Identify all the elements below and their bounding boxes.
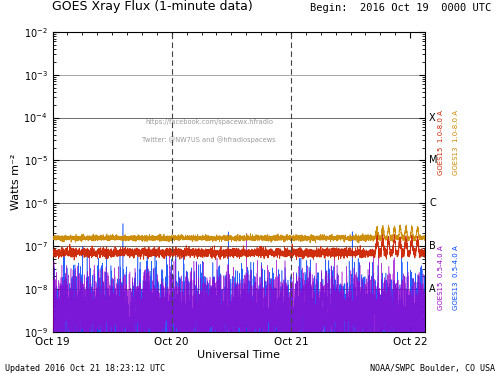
Text: Updated 2016 Oct 21 18:23:12 UTC: Updated 2016 Oct 21 18:23:12 UTC [5,364,165,373]
Text: GOES13  1.0-8.0 A: GOES13 1.0-8.0 A [453,110,459,175]
Y-axis label: Watts m⁻²: Watts m⁻² [10,154,20,210]
Text: GOES13  0.5-4.0 A: GOES13 0.5-4.0 A [453,245,459,310]
Text: X: X [429,112,436,123]
Text: Begin:  2016 Oct 19  0000 UTC: Begin: 2016 Oct 19 0000 UTC [310,3,491,13]
Text: B: B [429,241,436,251]
Text: GOES15  1.0-8.0 A: GOES15 1.0-8.0 A [438,110,444,175]
Text: NOAA/SWPC Boulder, CO USA: NOAA/SWPC Boulder, CO USA [370,364,495,373]
Text: https://facebook.com/spacewx.hfradio: https://facebook.com/spacewx.hfradio [145,119,273,125]
Text: C: C [429,198,436,208]
Text: M: M [429,156,438,165]
X-axis label: Universal Time: Universal Time [197,350,280,360]
Text: A: A [429,284,436,294]
Text: GOES15  0.5-4.0 A: GOES15 0.5-4.0 A [438,245,444,310]
Text: GOES Xray Flux (1-minute data): GOES Xray Flux (1-minute data) [52,0,254,13]
Text: Twitter: @NW7US and @hfradiospacews: Twitter: @NW7US and @hfradiospacews [142,136,276,143]
